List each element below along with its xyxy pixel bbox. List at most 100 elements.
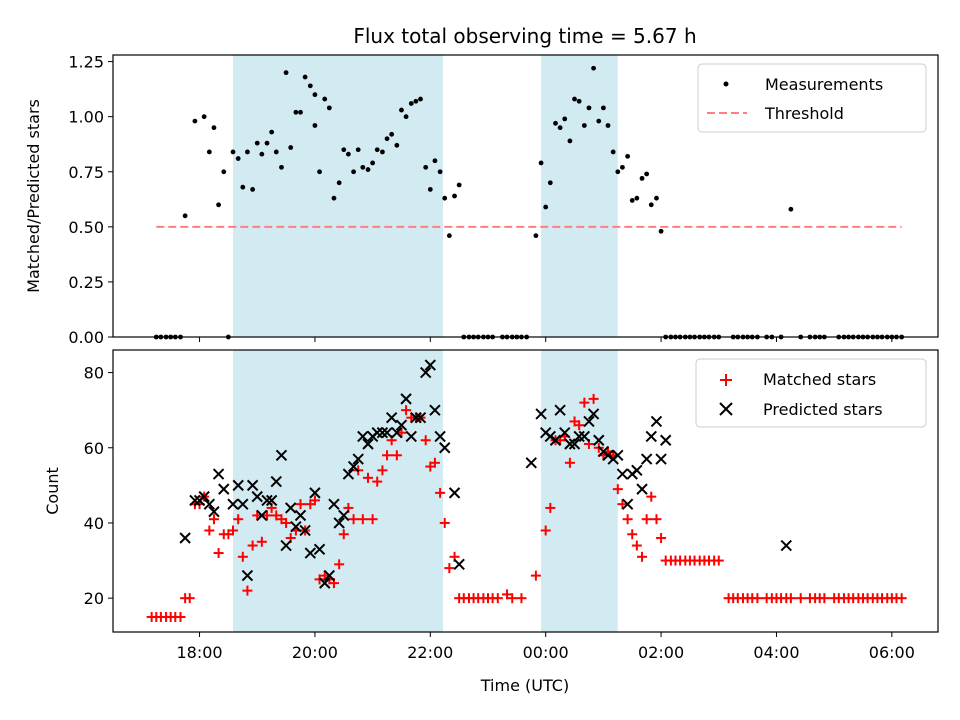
x-stroke [299, 524, 311, 537]
matched-star-point [641, 514, 652, 525]
measurement-point [273, 149, 279, 155]
x-stroke [400, 393, 412, 405]
matched-star-point [439, 517, 450, 528]
measurement-point [543, 204, 549, 210]
measurement-point [610, 149, 616, 155]
measurement-point [264, 140, 270, 146]
matched-star-point [713, 555, 724, 566]
measurement-point [259, 151, 265, 157]
x-tick-label: 00:00 [523, 643, 569, 662]
x-stroke [429, 404, 441, 416]
x-axis-label: Time (UTC) [480, 676, 569, 695]
predicted-star-point [559, 427, 571, 439]
predicted-star-point [328, 498, 340, 510]
x-stroke [352, 453, 364, 465]
measurement-point [201, 114, 207, 120]
matched-star-point [295, 499, 306, 510]
measurement-point [355, 147, 361, 153]
measurement-point [572, 96, 577, 102]
x-stroke [612, 449, 624, 461]
x-stroke [246, 479, 259, 492]
x-stroke [549, 434, 562, 446]
measurement-point [629, 198, 635, 203]
measurement-point [312, 92, 318, 98]
matched-star-point [233, 514, 244, 525]
x-stroke [294, 509, 307, 522]
matched-star-point [184, 593, 195, 604]
matched-star-point [262, 510, 273, 521]
predicted-star-point [640, 453, 653, 465]
matched-star-point [564, 457, 575, 468]
predicted-star-point [564, 438, 576, 450]
predicted-star-point [362, 438, 374, 450]
predicted-star-point [659, 434, 672, 446]
x-stroke [275, 449, 288, 461]
measurement-point [245, 149, 250, 155]
x-stroke [357, 430, 369, 443]
x-stroke [414, 411, 427, 424]
predicted-star-point [405, 430, 417, 443]
predicted-star-point [290, 521, 302, 533]
predicted-star-point [189, 494, 201, 507]
measurement-point [302, 74, 308, 80]
measurement-point [615, 169, 621, 175]
matched-star-point [656, 533, 667, 543]
measurement-point [298, 109, 303, 115]
shaded-interval [541, 55, 618, 337]
x-stroke [381, 427, 393, 439]
y-tick-label: 1.00 [68, 108, 104, 127]
x-stroke [587, 408, 600, 420]
x-stroke [313, 543, 326, 555]
matched-star-point [795, 593, 806, 604]
matched-star-point [367, 514, 378, 525]
top-y-axis-ticks: 0.00 0.25 0.50 0.75 1.00 1.25 [68, 53, 113, 347]
x-tick-label: 02:00 [638, 643, 684, 662]
x-stroke [659, 434, 672, 446]
matched-star-point [612, 484, 623, 495]
predicted-star-point [621, 498, 634, 510]
matched-star-point [213, 548, 224, 559]
predicted-star-point [780, 539, 792, 552]
predicted-star-point [419, 366, 432, 379]
measurement-point [547, 180, 553, 186]
measurement-point [374, 147, 380, 153]
predicted-star-point [385, 411, 398, 424]
x-stroke [319, 577, 331, 589]
shaded-interval [233, 350, 443, 632]
matched-star-point [420, 435, 431, 446]
x-stroke [573, 430, 585, 443]
x-stroke [645, 430, 657, 443]
x-stroke [410, 411, 422, 424]
matched-star-point [896, 593, 907, 604]
x-stroke [631, 464, 643, 477]
measurement-point [403, 114, 409, 120]
x-stroke [347, 460, 360, 473]
matched-star-point [363, 472, 373, 483]
x-stroke [419, 366, 432, 379]
predicted-star-point [612, 449, 624, 461]
predicted-star-point [578, 430, 591, 443]
predicted-star-point [246, 479, 259, 492]
y-tick-label: 0.50 [68, 218, 104, 237]
x-stroke [554, 404, 566, 416]
measurement-point [288, 145, 294, 150]
x-stroke [434, 430, 446, 443]
predicted-star-point [232, 479, 244, 492]
x-stroke [198, 490, 210, 503]
matched-star-point [247, 540, 258, 551]
x-stroke [544, 430, 557, 443]
x-stroke [323, 569, 336, 582]
predicted-star-point [256, 509, 268, 522]
x-stroke [525, 457, 537, 469]
matched-star-point [516, 593, 527, 604]
predicted-star-point [212, 468, 225, 480]
matched-star-point [651, 514, 662, 525]
x-stroke [593, 434, 605, 446]
measurement-point [576, 98, 582, 104]
measurement-point [370, 160, 376, 166]
x-stroke [237, 498, 249, 510]
predicted-star-point [347, 460, 360, 473]
legend-x-marker [719, 402, 733, 416]
matched-star-point [357, 514, 368, 525]
x-stroke [265, 494, 278, 507]
